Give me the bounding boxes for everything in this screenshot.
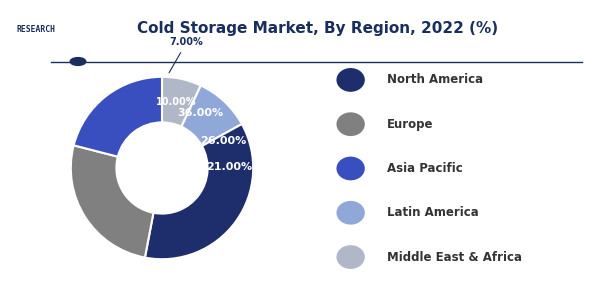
- Text: PRECEDENCE: PRECEDENCE: [12, 14, 61, 23]
- Bar: [5, 22, 68, 36]
- Text: 10.00%: 10.00%: [156, 97, 196, 107]
- Text: Middle East & Africa: Middle East & Africa: [387, 250, 522, 263]
- Wedge shape: [145, 124, 253, 259]
- Wedge shape: [181, 85, 242, 146]
- Text: 26.00%: 26.00%: [200, 136, 247, 146]
- Text: 7.00%: 7.00%: [169, 38, 203, 73]
- Circle shape: [337, 201, 365, 225]
- Text: Europe: Europe: [387, 118, 433, 131]
- Wedge shape: [71, 145, 154, 258]
- Circle shape: [337, 68, 365, 92]
- Text: Latin America: Latin America: [387, 206, 479, 219]
- Circle shape: [337, 112, 365, 136]
- Text: RESEARCH: RESEARCH: [17, 25, 56, 34]
- Wedge shape: [162, 77, 201, 127]
- Text: North America: North America: [387, 74, 483, 86]
- Text: 21.00%: 21.00%: [206, 162, 253, 172]
- Text: Asia Pacific: Asia Pacific: [387, 162, 463, 175]
- Text: Cold Storage Market, By Region, 2022 (%): Cold Storage Market, By Region, 2022 (%): [137, 21, 499, 36]
- Text: 36.00%: 36.00%: [178, 108, 224, 118]
- Wedge shape: [74, 77, 162, 157]
- Circle shape: [337, 157, 365, 180]
- Circle shape: [337, 245, 365, 269]
